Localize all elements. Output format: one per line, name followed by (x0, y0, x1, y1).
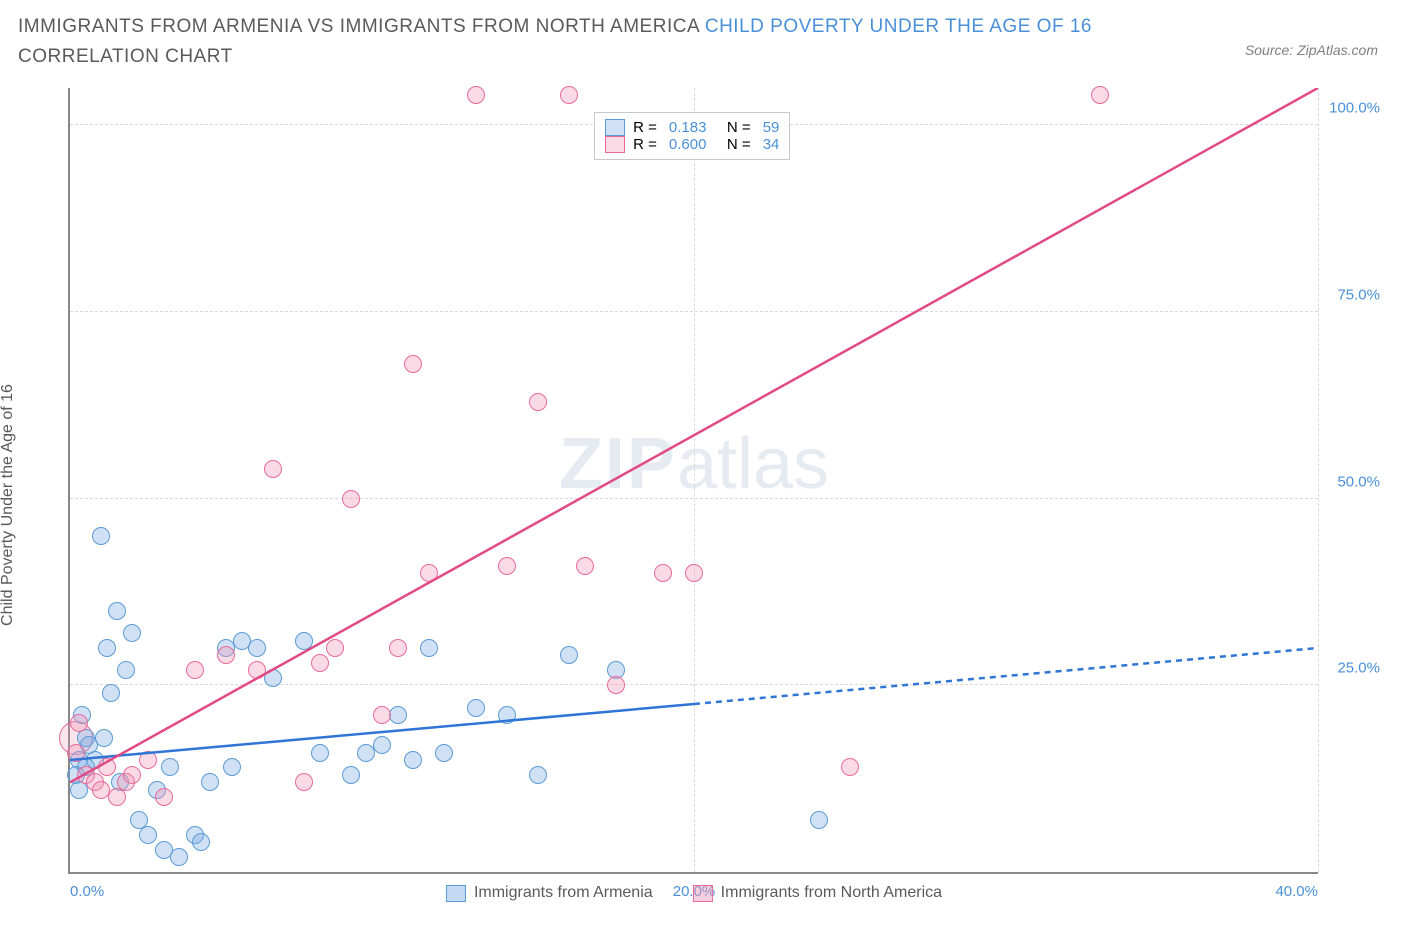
scatter-point (92, 527, 110, 545)
scatter-point (420, 639, 438, 657)
chart-container: Child Poverty Under the Age of 16 ZIPatl… (18, 80, 1388, 912)
scatter-point (123, 624, 141, 642)
scatter-point (117, 661, 135, 679)
scatter-point (560, 86, 578, 104)
scatter-point (223, 758, 241, 776)
scatter-point (102, 684, 120, 702)
scatter-point (560, 646, 578, 664)
scatter-point (170, 848, 188, 866)
series-legend: Immigrants from Armenia Immigrants from N… (446, 884, 942, 902)
stat-n-label: N = (727, 136, 751, 153)
scatter-point (98, 758, 116, 776)
scatter-point (498, 706, 516, 724)
series-legend-item: Immigrants from Armenia (446, 884, 653, 902)
scatter-point (139, 826, 157, 844)
scatter-point (467, 86, 485, 104)
scatter-point (161, 758, 179, 776)
scatter-point (389, 706, 407, 724)
title-link[interactable]: CHILD POVERTY UNDER THE AGE OF 16 (705, 16, 1092, 37)
scatter-point (529, 766, 547, 784)
watermark-zip: ZIP (559, 424, 677, 504)
scatter-point (389, 639, 407, 657)
scatter-point (295, 773, 313, 791)
scatter-point (311, 654, 329, 672)
scatter-point (810, 811, 828, 829)
scatter-point (420, 564, 438, 582)
legend-label: Immigrants from North America (721, 884, 942, 902)
stat-r-label: R = (633, 136, 657, 153)
scatter-point (217, 646, 235, 664)
scatter-point (467, 699, 485, 717)
scatter-point (186, 661, 204, 679)
source-attribution: Source: ZipAtlas.com (1245, 42, 1378, 58)
scatter-point (435, 744, 453, 762)
scatter-point (373, 706, 391, 724)
scatter-point (248, 661, 266, 679)
stats-legend-row: R = 0.183 N = 59 (605, 119, 779, 136)
y-tick-label: 100.0% (1329, 100, 1380, 117)
title-post: CORRELATION CHART (18, 46, 233, 67)
scatter-point (264, 669, 282, 687)
scatter-point (1091, 86, 1109, 104)
stat-r-label: R = (633, 119, 657, 136)
plot-area: ZIPatlas 25.0%50.0%75.0%100.0%0.0%20.0%4… (68, 88, 1318, 874)
scatter-point (67, 744, 85, 762)
scatter-point (342, 490, 360, 508)
scatter-point (155, 788, 173, 806)
stat-n-label: N = (727, 119, 751, 136)
legend-swatch (605, 136, 625, 153)
y-tick-label: 50.0% (1337, 473, 1380, 490)
scatter-point (123, 766, 141, 784)
scatter-point (201, 773, 219, 791)
x-tick-label: 0.0% (70, 883, 104, 900)
scatter-point (841, 758, 859, 776)
watermark-atlas: atlas (677, 424, 829, 504)
scatter-point (404, 751, 422, 769)
series-legend-item: Immigrants from North America (693, 884, 942, 902)
scatter-point (139, 751, 157, 769)
scatter-point (70, 714, 88, 732)
scatter-point (498, 557, 516, 575)
scatter-point (295, 632, 313, 650)
scatter-point (311, 744, 329, 762)
y-tick-label: 25.0% (1337, 660, 1380, 677)
scatter-point (326, 639, 344, 657)
stats-legend-row: R = 0.600 N = 34 (605, 136, 779, 153)
legend-swatch (605, 119, 625, 136)
scatter-point (685, 564, 703, 582)
scatter-point (98, 639, 116, 657)
stat-r-value: 0.183 (669, 119, 719, 136)
scatter-point (404, 355, 422, 373)
stat-n-value: 34 (763, 136, 780, 153)
legend-label: Immigrants from Armenia (474, 884, 653, 902)
scatter-point (248, 639, 266, 657)
scatter-point (529, 393, 547, 411)
scatter-point (607, 676, 625, 694)
x-tick-label: 40.0% (1275, 883, 1318, 900)
stats-legend: R = 0.183 N = 59 R = 0.600 N = 34 (594, 112, 790, 160)
scatter-point (192, 833, 210, 851)
scatter-point (108, 602, 126, 620)
title-pre: IMMIGRANTS FROM ARMENIA VS IMMIGRANTS FR… (18, 16, 705, 37)
gridline-vertical (694, 88, 695, 872)
scatter-point (264, 460, 282, 478)
legend-swatch (693, 885, 713, 902)
gridline-vertical (1318, 88, 1319, 872)
scatter-point (654, 564, 672, 582)
scatter-point (576, 557, 594, 575)
chart-title: IMMIGRANTS FROM ARMENIA VS IMMIGRANTS FR… (18, 12, 1206, 73)
scatter-point (342, 766, 360, 784)
scatter-point (95, 729, 113, 747)
legend-swatch (446, 885, 466, 902)
scatter-point (373, 736, 391, 754)
stat-n-value: 59 (763, 119, 780, 136)
stat-r-value: 0.600 (669, 136, 719, 153)
y-tick-label: 75.0% (1337, 287, 1380, 304)
y-axis-label: Child Poverty Under the Age of 16 (0, 384, 17, 626)
